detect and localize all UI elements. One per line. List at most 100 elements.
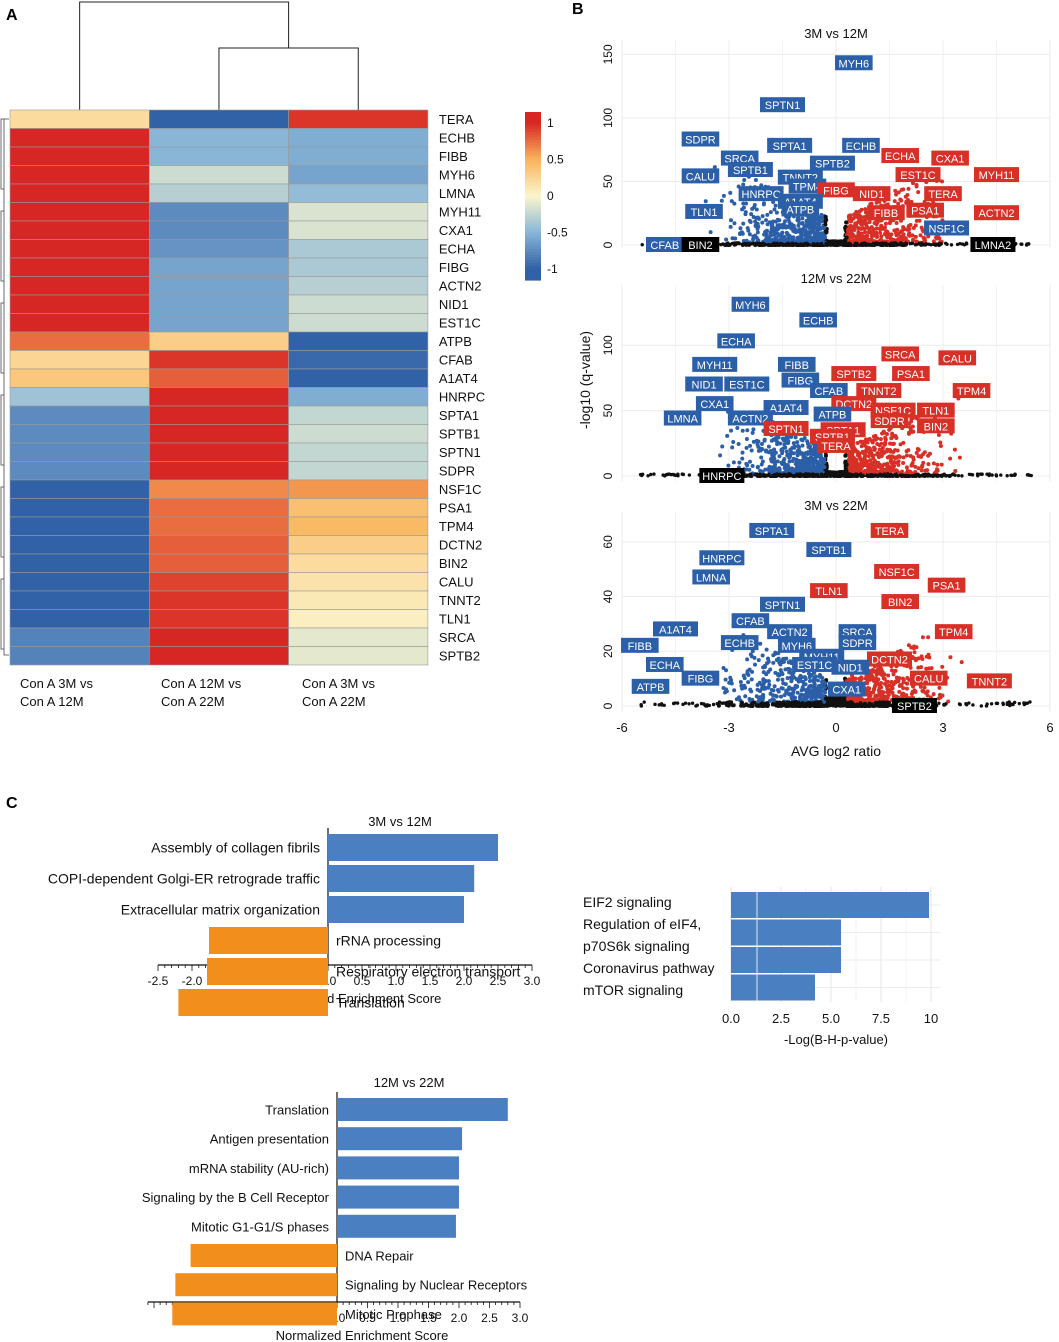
data-point bbox=[786, 243, 791, 247]
data-point bbox=[873, 682, 878, 687]
data-point bbox=[853, 241, 858, 245]
data-point bbox=[765, 212, 770, 217]
data-point bbox=[938, 242, 942, 247]
data-point bbox=[756, 699, 761, 704]
heatmap-row-label: TERA bbox=[439, 112, 474, 127]
gene-label: FIBB bbox=[785, 360, 809, 372]
gene-label: ECHB bbox=[724, 638, 755, 650]
data-point bbox=[780, 231, 785, 236]
data-point bbox=[908, 470, 913, 475]
data-point bbox=[906, 448, 911, 453]
data-point bbox=[817, 221, 822, 226]
heatmap-cell bbox=[149, 239, 289, 259]
data-point bbox=[882, 672, 887, 677]
gene-label: CFAB bbox=[650, 240, 679, 252]
data-point bbox=[760, 459, 765, 464]
data-point bbox=[851, 697, 856, 702]
data-point bbox=[748, 472, 753, 476]
data-point bbox=[888, 467, 893, 472]
data-point bbox=[955, 242, 960, 247]
data-point bbox=[900, 473, 905, 478]
colorbar-segment bbox=[525, 131, 541, 135]
heatmap-cell bbox=[9, 424, 150, 444]
data-point bbox=[863, 676, 868, 681]
data-point bbox=[747, 232, 752, 237]
data-point bbox=[927, 451, 932, 456]
data-point bbox=[802, 704, 806, 708]
heatmap-row-label: A1AT4 bbox=[439, 371, 478, 386]
data-point bbox=[790, 242, 794, 246]
gene-label: ATPB bbox=[637, 682, 665, 694]
colorbar-tick-label: 0.5 bbox=[547, 152, 564, 166]
data-point bbox=[784, 440, 789, 445]
data-point bbox=[871, 434, 876, 439]
data-point bbox=[768, 210, 773, 215]
data-point bbox=[828, 241, 833, 246]
volcano-title: 12M vs 22M bbox=[801, 271, 872, 286]
gene-label: TLN1 bbox=[691, 207, 718, 219]
colorbar-segment bbox=[525, 260, 541, 264]
data-point bbox=[747, 459, 752, 464]
data-point bbox=[878, 472, 882, 477]
data-point bbox=[859, 696, 864, 701]
colorbar-segment bbox=[525, 114, 541, 119]
data-point bbox=[875, 667, 880, 672]
data-point bbox=[887, 427, 892, 432]
data-point bbox=[721, 686, 726, 691]
data-point bbox=[785, 465, 790, 470]
data-point bbox=[848, 468, 853, 473]
heatmap-cell bbox=[149, 535, 289, 555]
data-point bbox=[737, 460, 742, 465]
colorbar-segment bbox=[525, 218, 541, 222]
gene-label: DCTN2 bbox=[871, 655, 908, 667]
data-point bbox=[784, 230, 789, 235]
data-point bbox=[880, 431, 885, 436]
data-point bbox=[774, 694, 779, 699]
bar-chart-title: 12M vs 22M bbox=[374, 1075, 445, 1090]
data-point bbox=[811, 686, 816, 691]
data-point bbox=[887, 703, 891, 707]
data-point bbox=[911, 644, 916, 649]
data-point bbox=[1007, 700, 1011, 704]
bar bbox=[206, 958, 328, 985]
data-point bbox=[811, 678, 816, 683]
data-point bbox=[857, 676, 862, 681]
gene-label: ACTN2 bbox=[772, 627, 808, 639]
gene-label: CFAB bbox=[736, 616, 765, 628]
data-point bbox=[740, 686, 745, 691]
volcano-title: 3M vs 12M bbox=[804, 26, 868, 41]
data-point bbox=[850, 676, 855, 681]
data-point bbox=[819, 212, 824, 217]
data-point bbox=[755, 682, 760, 687]
data-point bbox=[756, 216, 761, 221]
data-point bbox=[868, 672, 873, 677]
colorbar-segment bbox=[525, 145, 541, 149]
data-point bbox=[892, 464, 897, 469]
data-point bbox=[869, 450, 874, 455]
gene-label: EST1C bbox=[900, 170, 936, 182]
data-point bbox=[855, 234, 860, 239]
data-point bbox=[796, 223, 801, 228]
data-point bbox=[908, 241, 912, 246]
data-point bbox=[959, 660, 964, 665]
data-point bbox=[859, 242, 864, 246]
data-point bbox=[817, 454, 822, 459]
data-point bbox=[749, 677, 754, 682]
bar-category-label: Assembly of collagen fibrils bbox=[151, 840, 320, 856]
heatmap-cell bbox=[9, 461, 150, 481]
colorbar-segment bbox=[525, 151, 541, 155]
row-dendrogram bbox=[0, 578, 4, 650]
data-point bbox=[747, 467, 752, 472]
data-point bbox=[724, 237, 729, 242]
data-point bbox=[724, 242, 729, 246]
heatmap-cell bbox=[9, 498, 150, 518]
data-point bbox=[805, 692, 810, 697]
heatmap-row-label: MYH6 bbox=[439, 168, 475, 183]
gene-label: SDPR bbox=[685, 135, 716, 147]
data-point bbox=[760, 696, 765, 701]
dendrogram-branch bbox=[79, 1, 290, 110]
data-point bbox=[863, 207, 868, 212]
data-point bbox=[802, 232, 807, 237]
data-point bbox=[780, 672, 785, 677]
